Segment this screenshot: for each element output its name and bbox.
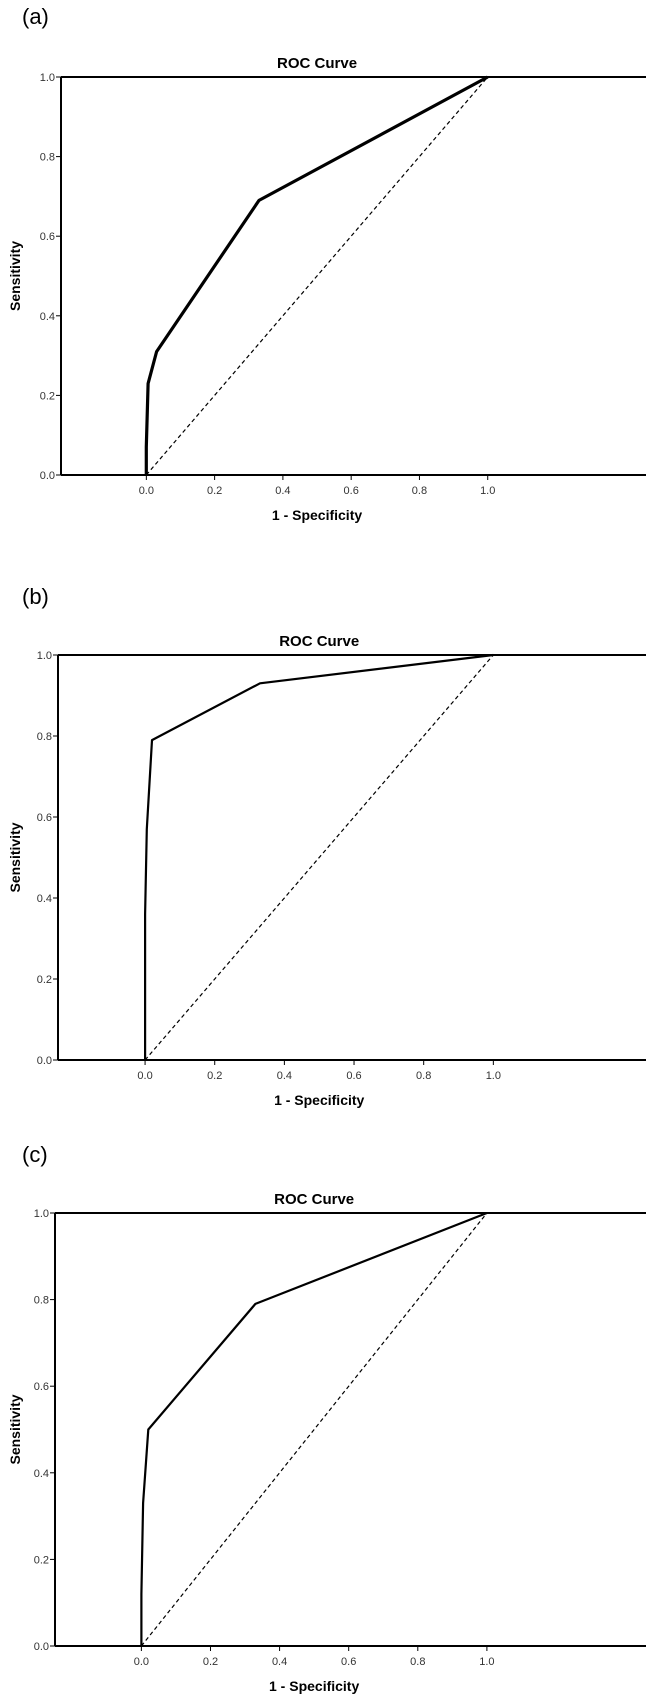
reference-diagonal-line <box>144 654 494 1061</box>
roc-chart-b: ROC Curve 0.0 0.2 0.4 0.6 0.8 1.0 0.0 0.2 0.4 0.6 0… <box>7 633 646 1108</box>
y-tick-label: 0.6 <box>37 812 52 824</box>
y-tick-label: 1.0 <box>37 650 52 662</box>
roc-curve-line <box>140 1211 488 1646</box>
y-tick-label: 0.4 <box>37 893 52 905</box>
x-tick-label: 0.4 <box>277 1070 292 1082</box>
roc-chart-c: ROC Curve 0.0 0.2 0.4 0.6 0.8 1.0 0.0 0.2 0.4 0.6 0… <box>7 1191 646 1694</box>
x-tick-label: 0.6 <box>346 1070 361 1082</box>
x-tick-label: 1.0 <box>480 485 495 497</box>
x-tick-label: 1.0 <box>479 1656 494 1668</box>
x-tick-label: 0.8 <box>410 1656 425 1668</box>
x-tick-label: 0.0 <box>139 485 154 497</box>
y-axis-label: Sensitivity <box>7 241 23 311</box>
y-tick-label: 0.6 <box>40 231 55 243</box>
panel-label: (c) <box>22 1142 48 1167</box>
y-tick-label: 0.4 <box>34 1468 49 1480</box>
x-axis-label: 1 - Specificity <box>269 1678 359 1694</box>
panel-label: (b) <box>22 584 49 609</box>
x-tick-label: 0.2 <box>207 485 222 497</box>
x-tick-label: 0.6 <box>344 485 359 497</box>
x-tick-label: 0.6 <box>341 1656 356 1668</box>
y-tick-label: 0.6 <box>34 1381 49 1393</box>
reference-diagonal-line <box>145 76 489 476</box>
y-tick-label: 0.8 <box>37 731 52 743</box>
y-tick-label: 1.0 <box>34 1208 49 1220</box>
y-tick-label: 0.8 <box>40 152 55 164</box>
chart-title: ROC Curve <box>279 633 359 650</box>
panel-b: (b) ROC Curve 0.0 0.2 0.4 0.6 0.8 1.0 0.0 0.2 0.4… <box>0 580 646 1140</box>
y-tick-label: 0.0 <box>34 1641 49 1653</box>
y-tick-label: 0.2 <box>37 974 52 986</box>
x-tick-label: 0.2 <box>203 1656 218 1668</box>
x-tick-label: 0.4 <box>275 485 290 497</box>
panel-c: (c) ROC Curve 0.0 0.2 0.4 0.6 0.8 1.0 0.0 0.2 0.4… <box>0 1138 646 1700</box>
y-tick-label: 0.2 <box>40 390 55 402</box>
chart-title: ROC Curve <box>277 55 357 72</box>
roc-chart-a: ROC Curve 0.0 0.2 0.4 0.6 0.8 1.0 0.0 0.2 0.4 0.6 0… <box>7 55 646 523</box>
roc-curve-line <box>144 75 489 475</box>
y-tick-label: 1.0 <box>40 72 55 84</box>
y-tick-label: 0.0 <box>37 1055 52 1067</box>
y-tick-label: 0.2 <box>34 1554 49 1566</box>
x-tick-label: 0.2 <box>207 1070 222 1082</box>
y-tick-label: 0.8 <box>34 1295 49 1307</box>
reference-diagonal-line <box>140 1212 488 1647</box>
roc-curve-line <box>144 653 494 1060</box>
x-tick-label: 0.0 <box>137 1070 152 1082</box>
x-tick-label: 0.8 <box>412 485 427 497</box>
x-tick-label: 0.4 <box>272 1656 287 1668</box>
x-axis-label: 1 - Specificity <box>272 507 362 523</box>
y-axis-label: Sensitivity <box>7 822 23 892</box>
x-axis-label: 1 - Specificity <box>274 1092 364 1108</box>
panel-label: (a) <box>22 4 49 29</box>
y-tick-label: 0.0 <box>40 470 55 482</box>
y-axis-label: Sensitivity <box>7 1394 23 1464</box>
x-tick-label: 0.8 <box>416 1070 431 1082</box>
chart-title: ROC Curve <box>274 1191 354 1208</box>
y-tick-label: 0.4 <box>40 311 55 323</box>
x-tick-label: 1.0 <box>486 1070 501 1082</box>
x-tick-label: 0.0 <box>134 1656 149 1668</box>
panel-a: (a) ROC Curve 0.0 0.2 0.4 0.6 0.8 1.0 0.0 0.2 0.4… <box>0 0 646 560</box>
